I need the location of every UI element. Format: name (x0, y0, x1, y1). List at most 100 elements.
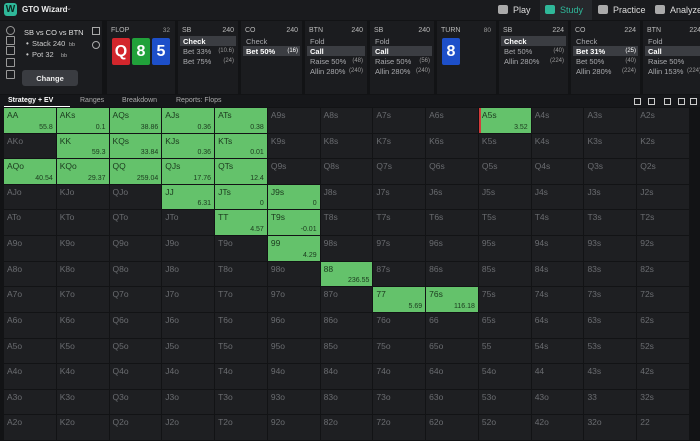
hand-cell[interactable]: 63o (426, 389, 478, 415)
hand-cell[interactable]: 75s (478, 287, 531, 312)
hand-cell[interactable]: 75o (373, 338, 426, 364)
hand-cell[interactable]: KJo (56, 184, 109, 210)
hand-cell[interactable]: 22 (637, 415, 689, 440)
hand-cell[interactable]: 65s (478, 312, 531, 338)
hand-cell[interactable]: T2s (637, 210, 689, 236)
hand-cell[interactable]: 66 (426, 312, 478, 338)
player-panel[interactable]: CO 240 Check Bet 50% (16) (241, 21, 302, 94)
view-tab[interactable]: Breakdown (122, 97, 158, 104)
hand-cell[interactable]: KK 59.3 (56, 133, 109, 159)
hand-cell[interactable]: 32s (637, 389, 689, 415)
hand-cell[interactable]: 99 4.29 (267, 236, 320, 261)
hand-cell[interactable]: J7o (162, 287, 215, 312)
hand-cell[interactable]: 83s (584, 261, 637, 287)
hand-cell[interactable]: Q6o (109, 312, 162, 338)
hand-cell[interactable]: J9o (162, 236, 215, 261)
hand-cell[interactable]: J2s (637, 184, 689, 210)
hand-cell[interactable]: Q7o (109, 287, 162, 312)
side-icon[interactable] (6, 58, 15, 67)
hand-cell[interactable]: 98o (267, 261, 320, 287)
hand-cell[interactable]: J2o (162, 415, 215, 440)
action-row[interactable]: Allin 280% (224) (573, 66, 638, 76)
hand-cell[interactable]: J3s (584, 184, 637, 210)
action-row[interactable]: Allin 280% (240) (372, 66, 432, 76)
hand-cell[interactable]: ATs 0.38 (215, 108, 267, 133)
hand-cell[interactable]: 88 236.55 (320, 261, 373, 287)
hand-cell[interactable]: 72s (637, 287, 689, 312)
hand-cell[interactable]: A6o (4, 312, 56, 338)
player-panel[interactable]: SB 240 Check Bet 33% (10.6) Bet 75% (24) (178, 21, 238, 94)
hand-cell[interactable]: Q5s (478, 159, 531, 184)
hand-cell[interactable]: 97s (373, 236, 426, 261)
hand-cell[interactable]: 74s (531, 287, 584, 312)
hand-cell[interactable]: KQo 29.37 (56, 159, 109, 184)
hand-cell[interactable]: 92o (267, 415, 320, 440)
hand-cell[interactable]: J5s (478, 184, 531, 210)
hand-cell[interactable]: T5o (215, 338, 267, 364)
hand-cell[interactable]: T9s -0.01 (267, 210, 320, 236)
hand-cell[interactable]: A2s (637, 108, 689, 133)
hand-cell[interactable]: Q9o (109, 236, 162, 261)
view-icon[interactable] (634, 98, 641, 105)
hand-cell[interactable]: A7s (373, 108, 426, 133)
view-tab[interactable]: Reports: Flops (176, 97, 222, 104)
hand-cell[interactable]: Q2o (109, 415, 162, 440)
action-row[interactable]: Bet 50% (40) (573, 56, 638, 66)
hand-cell[interactable]: J6o (162, 312, 215, 338)
action-row[interactable]: Bet 50% (40) (501, 46, 566, 56)
hand-cell[interactable]: 73o (373, 389, 426, 415)
hand-cell[interactable]: Q8o (109, 261, 162, 287)
hand-cell[interactable]: 64s (531, 312, 584, 338)
hand-cell[interactable]: AJo (4, 184, 56, 210)
hand-cell[interactable]: A9o (4, 236, 56, 261)
hand-cell[interactable]: 92s (637, 236, 689, 261)
hand-cell[interactable]: T3s (584, 210, 637, 236)
hand-cell[interactable]: K2o (56, 415, 109, 440)
action-row[interactable]: Bet 31% (25) (573, 46, 638, 56)
hand-cell[interactable]: 33 (584, 389, 637, 415)
hand-cell[interactable]: JJ 6.31 (162, 184, 215, 210)
hand-cell[interactable]: 62s (637, 312, 689, 338)
hand-cell[interactable]: KJs 0.36 (162, 133, 215, 159)
hand-cell[interactable]: Q8s (320, 159, 373, 184)
hand-cell[interactable]: 82o (320, 415, 373, 440)
hand-cell[interactable]: K9o (56, 236, 109, 261)
hand-cell[interactable]: 65o (426, 338, 478, 364)
hand-cell[interactable]: AQs 38.86 (109, 108, 162, 133)
action-row[interactable]: Fold (307, 36, 365, 46)
action-row[interactable]: Bet 50% (16) (243, 46, 300, 56)
hand-cell[interactable]: Q4o (109, 364, 162, 389)
hand-cell[interactable]: Q6s (426, 159, 478, 184)
hand-cell[interactable]: ATo (4, 210, 56, 236)
hand-cell[interactable]: K6o (56, 312, 109, 338)
view-tab[interactable]: Strategy + EV (8, 97, 54, 104)
hand-cell[interactable]: K3o (56, 389, 109, 415)
action-row[interactable]: Raise 50% (56) (372, 56, 432, 66)
hand-cell[interactable]: A8s (320, 108, 373, 133)
view-tab[interactable]: Ranges (80, 97, 105, 104)
hand-cell[interactable]: 74o (373, 364, 426, 389)
hand-cell[interactable]: AKo (4, 133, 56, 159)
hand-cell[interactable]: 77 5.69 (373, 287, 426, 312)
view-icon[interactable] (648, 98, 655, 105)
hand-cell[interactable]: 54s (531, 338, 584, 364)
hand-cell[interactable]: J6s (426, 184, 478, 210)
hand-cell[interactable]: 53s (584, 338, 637, 364)
hand-cell[interactable]: A6s (426, 108, 478, 133)
hand-cell[interactable]: 43o (531, 389, 584, 415)
action-row[interactable]: Check (243, 36, 300, 46)
hand-cell[interactable]: JTo (162, 210, 215, 236)
hand-cell[interactable]: K4s (531, 133, 584, 159)
hand-cell[interactable]: K8s (320, 133, 373, 159)
action-row[interactable]: Check (180, 36, 236, 46)
hand-cell[interactable]: T6s (426, 210, 478, 236)
hand-cell[interactable]: A7o (4, 287, 56, 312)
hand-cell[interactable]: K5s (478, 133, 531, 159)
hand-cell[interactable]: J4s (531, 184, 584, 210)
view-icon[interactable] (664, 98, 671, 105)
hand-cell[interactable]: K5o (56, 338, 109, 364)
hand-cell[interactable]: A8o (4, 261, 56, 287)
hand-cell[interactable]: 87s (373, 261, 426, 287)
hand-cell[interactable]: Q7s (373, 159, 426, 184)
action-row[interactable]: Check (573, 36, 638, 46)
